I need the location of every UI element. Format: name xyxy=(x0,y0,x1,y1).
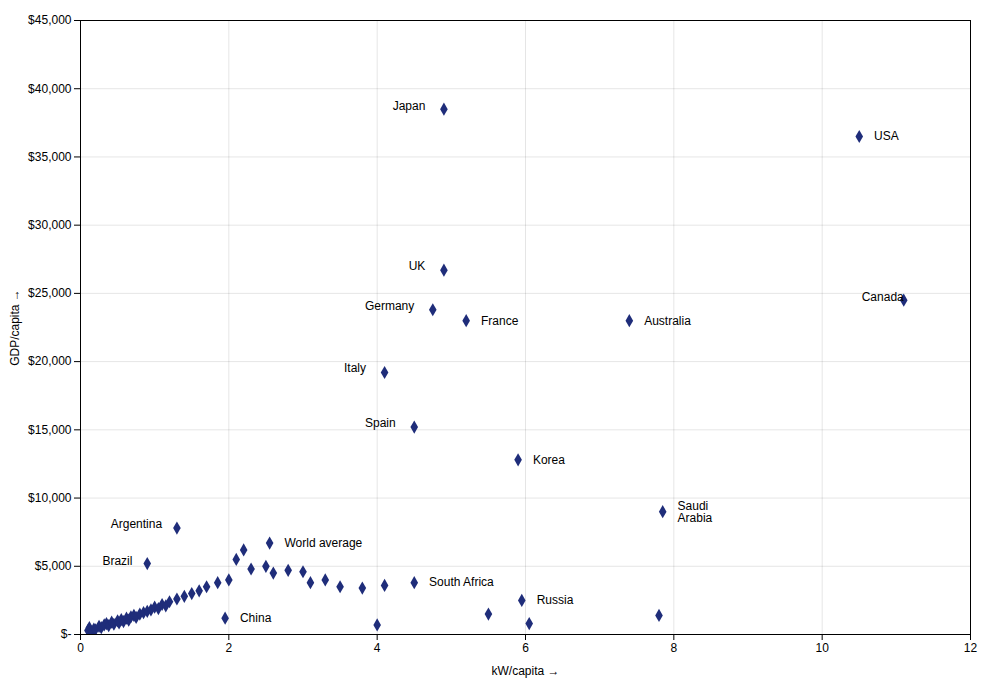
svg-text:Argentina: Argentina xyxy=(111,517,163,531)
svg-text:Italy: Italy xyxy=(344,361,366,375)
svg-text:USA: USA xyxy=(874,129,899,143)
svg-text:4: 4 xyxy=(374,641,381,655)
svg-text:Spain: Spain xyxy=(365,416,396,430)
svg-text:$25,000: $25,000 xyxy=(28,286,72,300)
svg-text:France: France xyxy=(481,314,519,328)
svg-text:Korea: Korea xyxy=(533,453,565,467)
svg-text:8: 8 xyxy=(670,641,677,655)
svg-text:Japan: Japan xyxy=(393,99,426,113)
svg-text:SaudiArabia: SaudiArabia xyxy=(678,499,713,525)
svg-text:Brazil: Brazil xyxy=(102,554,132,568)
svg-text:12: 12 xyxy=(964,641,978,655)
svg-text:$5,000: $5,000 xyxy=(35,559,72,573)
svg-text:kW/capita →: kW/capita → xyxy=(491,664,559,678)
svg-text:Germany: Germany xyxy=(365,299,414,313)
svg-text:10: 10 xyxy=(815,641,829,655)
svg-text:UK: UK xyxy=(409,259,426,273)
svg-text:World average: World average xyxy=(284,536,362,550)
svg-text:China: China xyxy=(240,611,272,625)
svg-text:$35,000: $35,000 xyxy=(28,150,72,164)
svg-text:$40,000: $40,000 xyxy=(28,82,72,96)
svg-text:Australia: Australia xyxy=(644,314,691,328)
svg-text:$45,000: $45,000 xyxy=(28,13,72,27)
svg-text:6: 6 xyxy=(522,641,529,655)
svg-text:$-: $- xyxy=(61,627,72,641)
svg-text:Canada: Canada xyxy=(862,290,904,304)
svg-text:0: 0 xyxy=(77,641,84,655)
svg-text:Russia: Russia xyxy=(537,593,574,607)
svg-text:$15,000: $15,000 xyxy=(28,423,72,437)
svg-text:2: 2 xyxy=(225,641,232,655)
svg-text:$20,000: $20,000 xyxy=(28,354,72,368)
svg-text:$10,000: $10,000 xyxy=(28,491,72,505)
svg-text:$30,000: $30,000 xyxy=(28,218,72,232)
svg-text:South Africa: South Africa xyxy=(429,575,494,589)
svg-text:GDP/capita →: GDP/capita → xyxy=(8,289,22,366)
